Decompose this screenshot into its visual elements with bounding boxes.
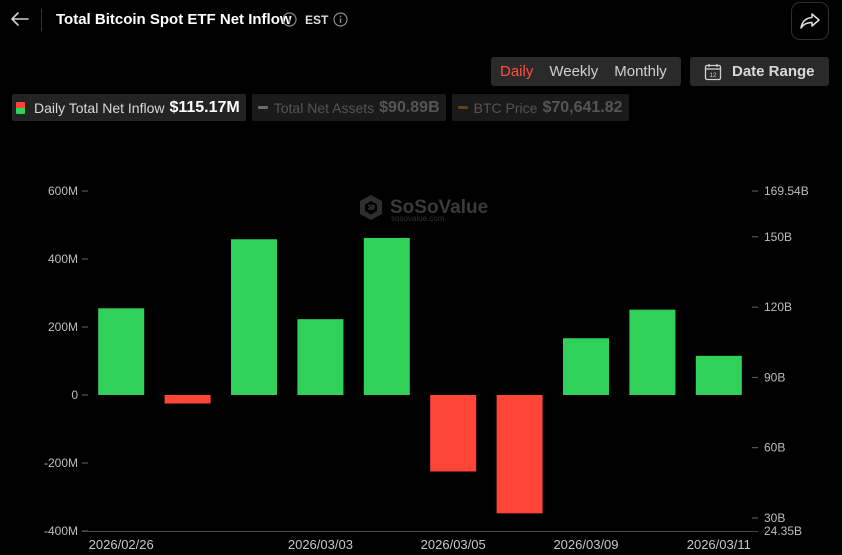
x-tick-label: 2026/03/05: [421, 537, 486, 552]
x-axis: 2026/02/26 2026/03/03 2026/03/05 2026/03/09…: [82, 531, 758, 552]
bar: [496, 395, 543, 514]
period-daily-button[interactable]: Daily: [500, 63, 534, 80]
net-inflow-swatch-icon: [16, 101, 25, 114]
net-assets-line-icon: [257, 106, 268, 109]
bar: [363, 237, 410, 395]
watermark-name: SoSoValue: [390, 197, 488, 218]
bar: [297, 319, 344, 395]
bars: [98, 237, 742, 514]
watermark: SoSoValue sosovalue.com: [360, 195, 488, 223]
x-tick-label: 2026/03/11: [687, 537, 751, 552]
watermark-domain: sosovalue.com: [391, 214, 445, 223]
bar: [231, 239, 277, 395]
bar: [430, 395, 477, 472]
y2-tick-label: 90B: [764, 370, 785, 384]
bar: [629, 309, 676, 395]
y-tick-label: 0: [71, 388, 78, 402]
back-arrow-icon: [11, 12, 29, 26]
x-tick-label: 2026/03/03: [288, 537, 353, 552]
y-tick-label: 600M: [48, 184, 78, 198]
x-tick-label: 2026/02/26: [89, 537, 154, 552]
bar: [695, 355, 742, 395]
bar: [98, 308, 145, 395]
legend-item-total-net-assets[interactable]: Total Net Assets $90.89B: [251, 94, 446, 121]
date-range-button[interactable]: 12 Date Range: [690, 57, 829, 86]
y-tick-label: -400M: [44, 524, 78, 538]
top-bar: Total Bitcoin Spot ETF Net Inflow EST: [0, 0, 842, 40]
y2-tick-label: 169.54B: [764, 184, 809, 198]
bar: [164, 395, 211, 404]
chart-legend: Daily Total Net Inflow $115.17M Total Ne…: [12, 94, 635, 121]
y-tick-label: 400M: [48, 252, 78, 266]
sosovalue-logo-icon: [360, 195, 382, 220]
share-button[interactable]: [791, 2, 829, 40]
title-info-icon[interactable]: [282, 12, 297, 32]
y2-tick-label: 120B: [764, 300, 792, 314]
btc-price-line-icon: [457, 106, 468, 109]
y-tick-label: -200M: [44, 456, 78, 470]
y-axis-left: 600M 400M 200M 0 -200M -400M: [44, 184, 88, 538]
bar: [563, 338, 609, 395]
y2-extra-label: 24.35B: [764, 524, 802, 538]
calendar-day-label: 12: [709, 72, 717, 79]
header-divider: [41, 9, 42, 31]
legend-item-btc-price[interactable]: BTC Price $70,641.82: [451, 94, 629, 121]
y2-tick-label: 150B: [764, 230, 792, 244]
period-monthly-button[interactable]: Monthly: [614, 63, 667, 80]
y2-tick-label: 30B: [764, 511, 785, 525]
legend-label: Total Net Assets: [273, 99, 375, 116]
legend-value: $90.89B: [379, 98, 440, 116]
period-selector: Daily Weekly Monthly: [491, 57, 681, 86]
legend-label: Daily Total Net Inflow: [34, 99, 165, 116]
timezone-info-icon[interactable]: [333, 12, 348, 32]
back-button[interactable]: [8, 7, 32, 31]
timezone-label: EST: [305, 13, 329, 27]
legend-item-daily-net-inflow[interactable]: Daily Total Net Inflow $115.17M: [12, 94, 246, 121]
date-range-label: Date Range: [732, 63, 815, 80]
legend-label: BTC Price: [473, 99, 538, 116]
share-icon: [800, 13, 820, 29]
y2-tick-label: 60B: [764, 441, 785, 455]
x-tick-label: 2026/03/09: [553, 537, 618, 552]
y-tick-label: 200M: [48, 320, 78, 334]
calendar-icon: 12: [704, 63, 722, 80]
period-weekly-button[interactable]: Weekly: [549, 63, 599, 80]
legend-value: $115.17M: [169, 98, 240, 116]
legend-value: $70,641.82: [542, 98, 623, 116]
page-title: Total Bitcoin Spot ETF Net Inflow: [56, 11, 292, 28]
